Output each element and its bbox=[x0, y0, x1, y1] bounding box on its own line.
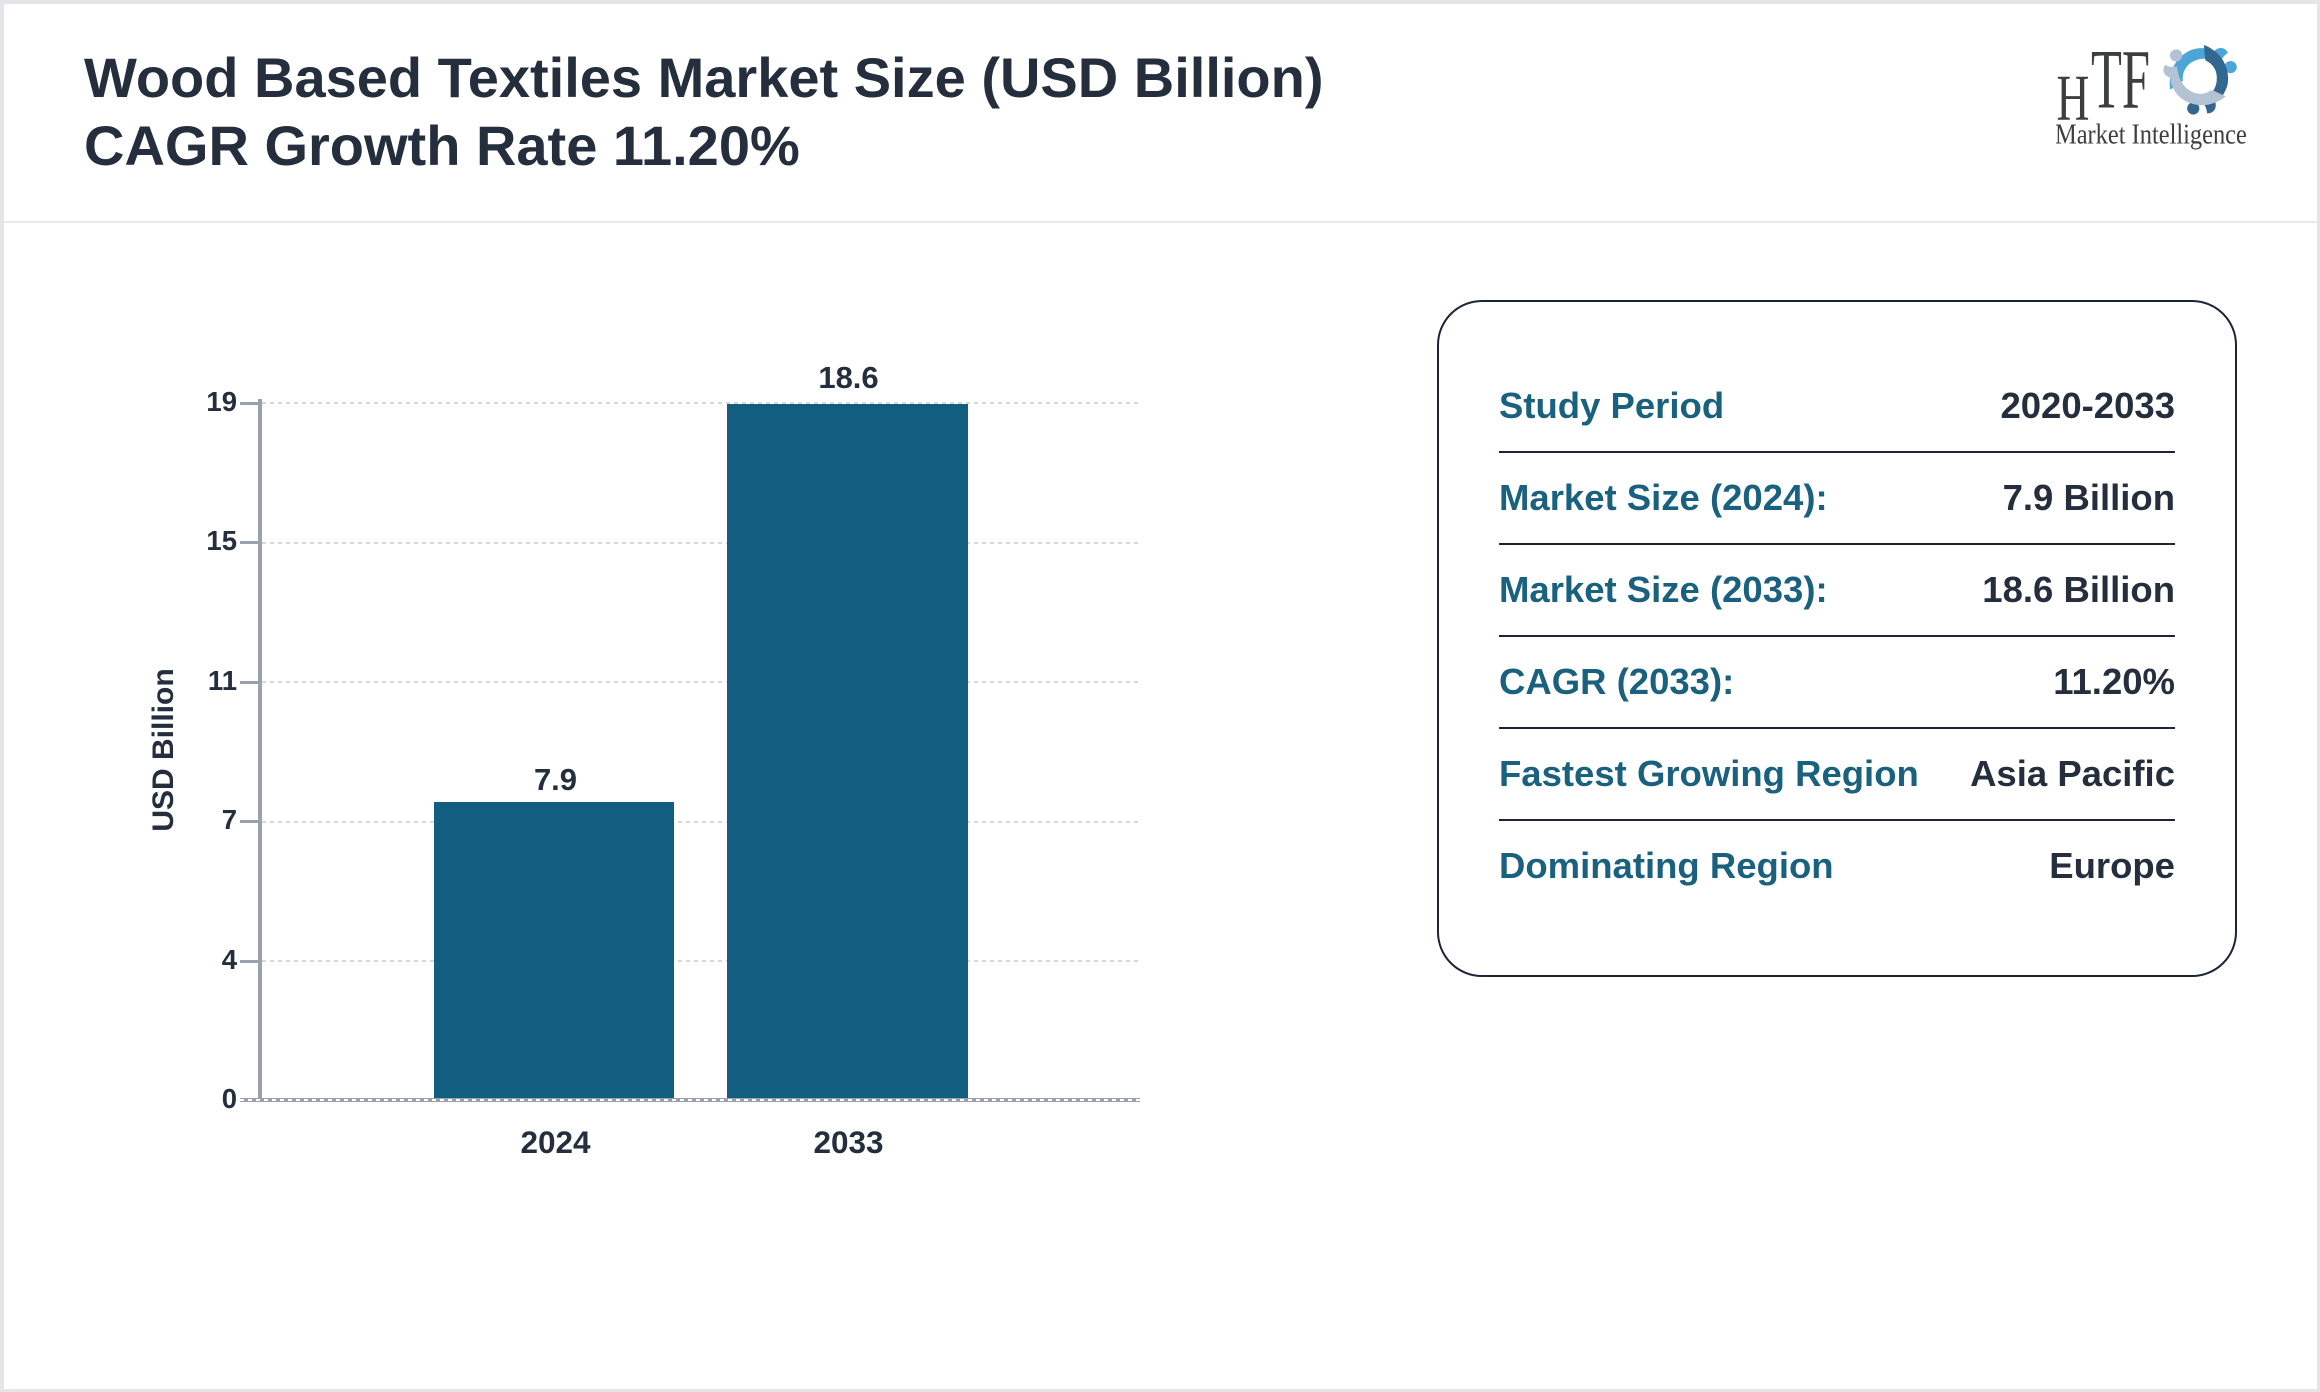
svg-text:H: H bbox=[2057, 61, 2090, 134]
svg-text:Market Intelligence: Market Intelligence bbox=[2056, 118, 2247, 150]
svg-text:TF: TF bbox=[2091, 38, 2150, 127]
